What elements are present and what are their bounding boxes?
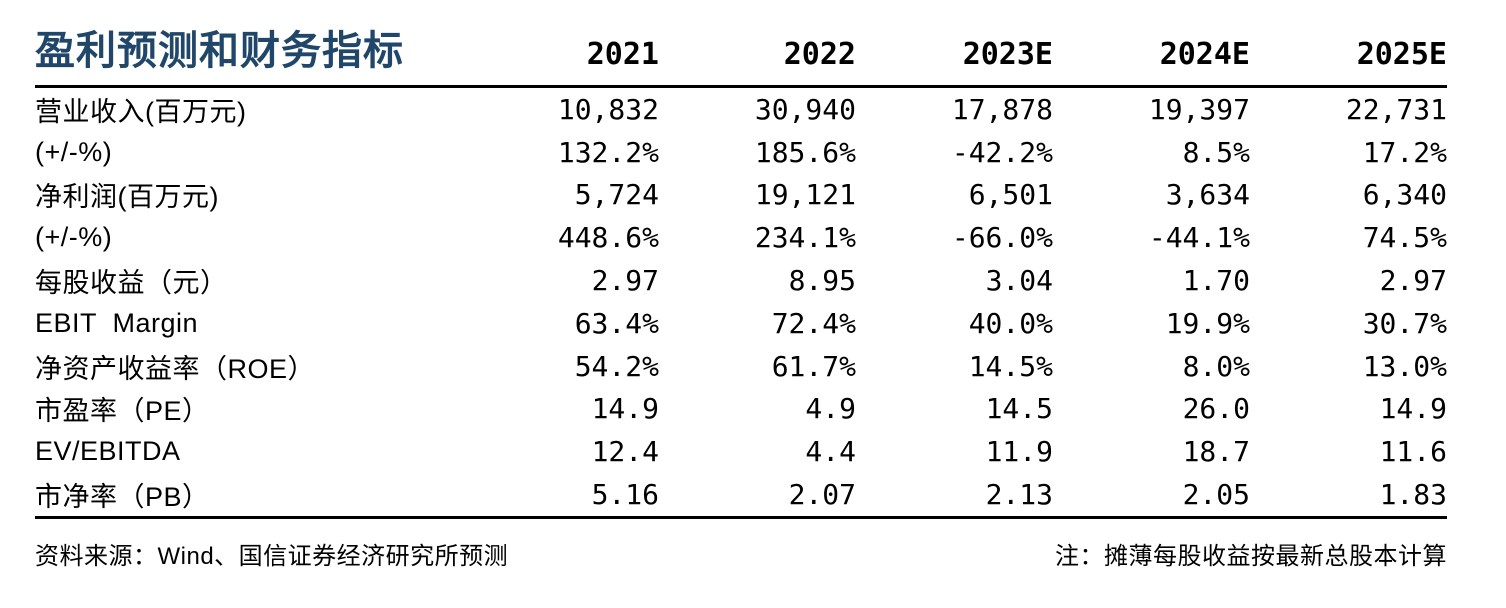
row-label: 净资产收益率（ROE）: [35, 353, 316, 384]
table-row-revenue: 营业收入(百万元) 10,832 30,940 17,878 19,397 22…: [35, 88, 1447, 131]
cell-value: 14.5: [985, 392, 1053, 426]
cell-value: 12.4: [591, 435, 659, 469]
table-body: 营业收入(百万元) 10,832 30,940 17,878 19,397 22…: [35, 88, 1447, 519]
cell-value: 185.6%: [754, 135, 856, 169]
cell-value: 3,634: [1165, 178, 1250, 212]
cell-value: 6,501: [968, 178, 1053, 212]
cell-value: 13.0%: [1362, 349, 1447, 383]
row-label: 市盈率（PE）: [35, 396, 210, 427]
cell-value: 40.0%: [968, 306, 1053, 340]
table-row-ebit-margin: EBIT Margin 63.4% 72.4% 40.0% 19.9% 30.7…: [35, 302, 1447, 345]
cell-value: -42.2%: [951, 135, 1053, 169]
table-row-roe: 净资产收益率（ROE） 54.2% 61.7% 14.5% 8.0% 13.0%: [35, 345, 1447, 388]
table-row-eps: 每股收益（元） 2.97 8.95 3.04 1.70 2.97: [35, 259, 1447, 302]
cell-value: 1.83: [1379, 478, 1447, 512]
cell-value: 8.5%: [1182, 135, 1250, 169]
source-note: 资料来源：Wind、国信证券经济研究所预测: [35, 542, 509, 570]
cell-value: 5,724: [574, 178, 659, 212]
cell-value: 17.2%: [1362, 135, 1447, 169]
calculation-note: 注：摊薄每股收益按最新总股本计算: [1055, 542, 1447, 570]
row-label: 市净率（PB）: [35, 482, 210, 513]
cell-value: 2.97: [1379, 264, 1447, 298]
cell-value: 6,340: [1362, 178, 1447, 212]
row-label: 净利润(百万元): [35, 182, 219, 213]
cell-value: 30,940: [754, 92, 856, 126]
cell-value: 2.13: [985, 478, 1053, 512]
cell-value: 22,731: [1345, 92, 1447, 126]
cell-value: 14.9: [591, 392, 659, 426]
cell-value: 63.4%: [574, 306, 659, 340]
cell-value: 1.70: [1182, 264, 1250, 298]
cell-value: 19,397: [1148, 92, 1250, 126]
cell-value: 4.4: [805, 435, 856, 469]
table-row-profit-growth: (+/-%) 448.6% 234.1% -66.0% -44.1% 74.5%: [35, 216, 1447, 259]
cell-value: 8.0%: [1182, 349, 1250, 383]
cell-value: 132.2%: [557, 135, 659, 169]
cell-value: 234.1%: [754, 221, 856, 255]
cell-value: 72.4%: [771, 306, 856, 340]
table-footnotes: 资料来源：Wind、国信证券经济研究所预测 注：摊薄每股收益按最新总股本计算: [35, 536, 1447, 571]
cell-value: 2.97: [591, 264, 659, 298]
cell-value: 5.16: [591, 478, 659, 512]
cell-value: 11.9: [985, 435, 1053, 469]
cell-value: 19,121: [754, 178, 856, 212]
cell-value: 26.0: [1182, 392, 1250, 426]
cell-value: 8.95: [788, 264, 856, 298]
cell-value: 2.07: [788, 478, 856, 512]
row-label: EBIT Margin: [35, 307, 199, 338]
financial-forecast-table: 盈利预测和财务指标 2021 2022 2023E 2024E 2025E 营业…: [35, 0, 1447, 571]
table-row-ev-ebitda: EV/EBITDA 12.4 4.4 11.9 18.7 11.6: [35, 430, 1447, 473]
cell-value: 10,832: [557, 92, 659, 126]
col-header-2024e: 2024E: [1159, 37, 1250, 72]
row-label: 每股收益（元）: [35, 268, 228, 299]
row-label: 营业收入(百万元): [35, 96, 247, 127]
cell-value: 19.9%: [1165, 306, 1250, 340]
cell-value: 61.7%: [771, 349, 856, 383]
row-label: EV/EBITDA: [35, 436, 181, 467]
cell-value: 54.2%: [574, 349, 659, 383]
col-header-2025e: 2025E: [1356, 37, 1447, 72]
table-row-revenue-growth: (+/-%) 132.2% 185.6% -42.2% 8.5% 17.2%: [35, 131, 1447, 174]
table-row-net-profit: 净利润(百万元) 5,724 19,121 6,501 3,634 6,340: [35, 174, 1447, 217]
cell-value: 14.5%: [968, 349, 1053, 383]
cell-value: -44.1%: [1148, 221, 1250, 255]
cell-value: 18.7: [1182, 435, 1250, 469]
col-header-2022: 2022: [783, 37, 856, 72]
col-header-2023e: 2023E: [962, 37, 1053, 72]
cell-value: 74.5%: [1362, 221, 1447, 255]
cell-value: 2.05: [1182, 478, 1250, 512]
cell-value: 3.04: [985, 264, 1053, 298]
cell-value: 30.7%: [1362, 306, 1447, 340]
table-header-row: 盈利预测和财务指标 2021 2022 2023E 2024E 2025E: [35, 18, 1447, 88]
table-row-pe: 市盈率（PE） 14.9 4.9 14.5 26.0 14.9: [35, 388, 1447, 431]
col-header-2021: 2021: [586, 37, 659, 72]
cell-value: 4.9: [805, 392, 856, 426]
table-title: 盈利预测和财务指标: [35, 29, 404, 73]
cell-value: 448.6%: [557, 221, 659, 255]
table-row-pb: 市净率（PB） 5.16 2.07 2.13 2.05 1.83: [35, 473, 1447, 516]
row-label: (+/-%): [35, 136, 113, 167]
cell-value: -66.0%: [951, 221, 1053, 255]
cell-value: 11.6: [1379, 435, 1447, 469]
row-label: (+/-%): [35, 222, 113, 253]
cell-value: 17,878: [951, 92, 1053, 126]
cell-value: 14.9: [1379, 392, 1447, 426]
